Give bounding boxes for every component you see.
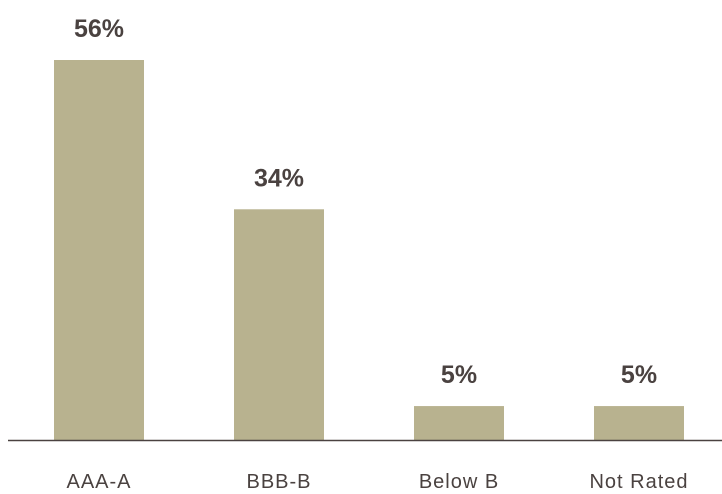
bar-below-b <box>414 406 504 440</box>
category-labels-group: AAA-A BBB-B Below B Not Rated <box>66 471 688 493</box>
bar-not-rated <box>594 406 684 440</box>
value-label-not-rated: 5% <box>621 361 657 389</box>
category-label-bbb-b: BBB-B <box>246 471 311 493</box>
value-label-below-b: 5% <box>441 361 477 389</box>
bar-aaa-a <box>54 60 144 440</box>
value-label-bbb-b: 34% <box>254 164 304 192</box>
category-label-below-b: Below B <box>419 471 499 493</box>
bar-bbb-b <box>234 209 324 440</box>
value-label-aaa-a: 56% <box>74 15 124 43</box>
category-label-not-rated: Not Rated <box>589 471 688 493</box>
category-label-aaa-a: AAA-A <box>66 471 131 493</box>
value-labels-group: 56% 34% 5% 5% <box>74 15 657 389</box>
bars-group <box>54 60 684 440</box>
